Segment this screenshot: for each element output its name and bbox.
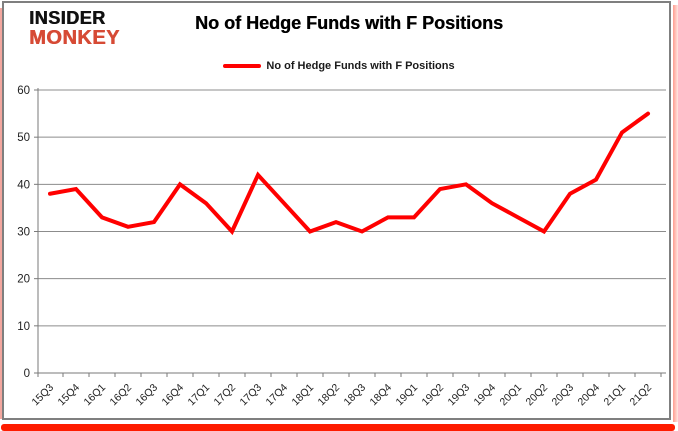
- frame-edge-bottom: [1, 424, 675, 431]
- frame-edge-left: [0, 8, 2, 419]
- chart-title: No of Hedge Funds with F Positions: [195, 13, 503, 33]
- insider-monkey-logo: INSIDER MONKEY: [29, 9, 120, 49]
- frame-edge-right: [673, 5, 678, 422]
- legend-label: No of Hedge Funds with F Positions: [266, 60, 455, 72]
- legend-line-marker: [223, 64, 262, 68]
- logo-line2: MONKEY: [29, 27, 120, 49]
- chart-legend: No of Hedge Funds with F Positions: [0, 60, 678, 72]
- logo-line1: INSIDER: [29, 8, 106, 28]
